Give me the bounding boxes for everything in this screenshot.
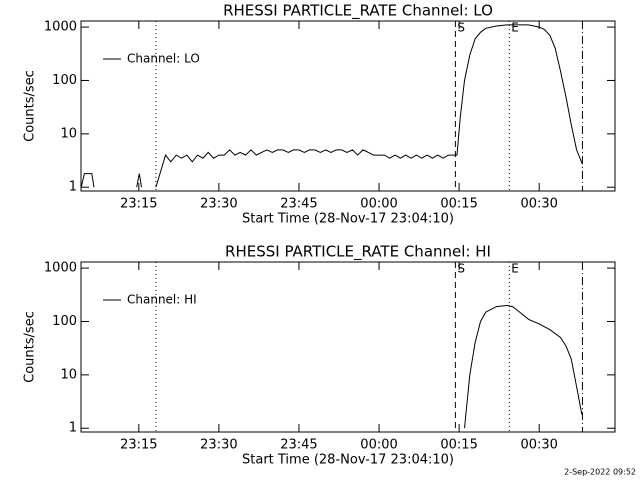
data-line [464,304,583,429]
legend-label: Channel: LO [127,52,200,66]
chart-title: RHESSI PARTICLE_RATE Channel: LO [223,2,493,21]
x-tick-label: 23:15 [120,197,157,212]
x-tick-label: 23:45 [280,197,317,212]
x-tick-label: 00:30 [520,197,557,212]
x-tick-label: 00:30 [520,438,557,453]
plot-frame [80,20,616,192]
marker-label: E [511,262,519,276]
y-tick-label: 10 [60,126,77,141]
marker-label: S [457,21,465,35]
chart-title: RHESSI PARTICLE_RATE Channel: HI [225,243,491,262]
y-tick-label: 10 [60,367,77,382]
y-tick-label: 100 [52,314,77,329]
x-tick-label: 00:15 [440,438,477,453]
y-tick-label: 100 [52,73,77,88]
x-tick-label: 00:00 [360,197,397,212]
y-tick-label: 1 [69,180,77,195]
x-tick-label: 00:00 [360,438,397,453]
marker-label: S [457,262,465,276]
y-axis-label: Counts/sec [23,311,38,383]
x-axis-label: Start Time (28-Nov-17 23:04:10) [242,453,454,468]
x-tick-label: 23:30 [200,197,237,212]
x-tick-label: 23:15 [120,438,157,453]
x-axis-label: Start Time (28-Nov-17 23:04:10) [242,212,454,227]
footer-timestamp: 2-Sep-2022 09:52 [564,468,636,477]
x-tick-label: 23:45 [280,438,317,453]
x-tick-label: 23:30 [200,438,237,453]
legend-label: Channel: HI [127,293,197,307]
y-tick-label: 1 [69,421,77,436]
x-tick-label: 00:15 [440,197,477,212]
y-axis-label: Counts/sec [23,70,38,142]
data-line [80,24,583,188]
plot-frame [80,261,616,433]
y-tick-label: 1000 [44,261,77,276]
marker-label: E [511,21,519,35]
y-tick-label: 1000 [44,20,77,35]
